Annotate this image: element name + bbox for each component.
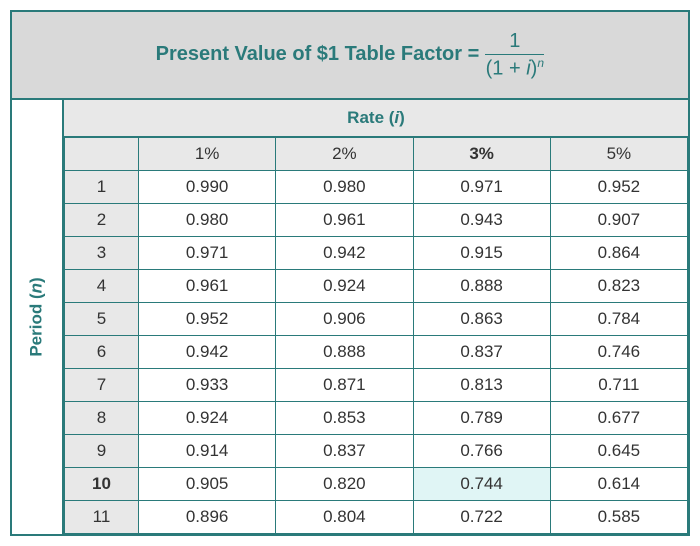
value-cell: 0.837	[413, 335, 550, 368]
period-cell: 1	[65, 170, 139, 203]
table-row: 20.9800.9610.9430.907	[65, 203, 688, 236]
value-cell: 0.961	[276, 203, 413, 236]
value-cell: 0.863	[413, 302, 550, 335]
value-cell: 0.784	[550, 302, 687, 335]
value-cell: 0.896	[139, 500, 276, 533]
period-cell: 5	[65, 302, 139, 335]
period-cell: 9	[65, 434, 139, 467]
value-cell: 0.952	[550, 170, 687, 203]
corner-cell	[65, 137, 139, 170]
value-cell: 0.905	[139, 467, 276, 500]
table-row: 70.9330.8710.8130.711	[65, 368, 688, 401]
formula-numerator: 1	[485, 30, 544, 55]
table-body: 10.9900.9800.9710.95220.9800.9610.9430.9…	[65, 170, 688, 533]
value-cell: 0.722	[413, 500, 550, 533]
value-cell: 0.971	[413, 170, 550, 203]
value-cell: 0.914	[139, 434, 276, 467]
value-cell: 0.942	[276, 236, 413, 269]
table-row: 60.9420.8880.8370.746	[65, 335, 688, 368]
value-cell: 0.980	[139, 203, 276, 236]
value-cell: 0.711	[550, 368, 687, 401]
value-cell: 0.915	[413, 236, 550, 269]
value-cell: 0.804	[276, 500, 413, 533]
value-cell: 0.585	[550, 500, 687, 533]
table-row: 40.9610.9240.8880.823	[65, 269, 688, 302]
value-cell: 0.837	[276, 434, 413, 467]
value-cell: 0.906	[276, 302, 413, 335]
column-header: 3%	[413, 137, 550, 170]
rate-axis-label: Rate (i)	[64, 100, 688, 137]
value-cell: 0.746	[550, 335, 687, 368]
value-cell: 0.907	[550, 203, 687, 236]
value-cell: 0.820	[276, 467, 413, 500]
period-cell: 11	[65, 500, 139, 533]
main-grid: Period (n) Rate (i) 1%2%3%5% 10.9900.980…	[12, 100, 688, 534]
data-area: Rate (i) 1%2%3%5% 10.9900.9800.9710.9522…	[64, 100, 688, 534]
value-cell: 0.871	[276, 368, 413, 401]
value-cell: 0.789	[413, 401, 550, 434]
value-cell: 0.924	[276, 269, 413, 302]
value-cell: 0.888	[413, 269, 550, 302]
value-cell: 0.943	[413, 203, 550, 236]
period-cell: 7	[65, 368, 139, 401]
column-header: 1%	[139, 137, 276, 170]
table-row: 50.9520.9060.8630.784	[65, 302, 688, 335]
table-row: 80.9240.8530.7890.677	[65, 401, 688, 434]
value-cell: 0.645	[550, 434, 687, 467]
value-cell: 0.677	[550, 401, 687, 434]
period-cell: 3	[65, 236, 139, 269]
value-cell: 0.864	[550, 236, 687, 269]
formula-denominator: (1 + i)n	[486, 55, 544, 80]
table-row: 90.9140.8370.7660.645	[65, 434, 688, 467]
value-cell: 0.961	[139, 269, 276, 302]
value-cell: 0.933	[139, 368, 276, 401]
value-cell: 0.980	[276, 170, 413, 203]
table-row: 30.9710.9420.9150.864	[65, 236, 688, 269]
period-axis-label: Period (n)	[12, 100, 64, 534]
period-cell: 10	[65, 467, 139, 500]
value-cell: 0.971	[139, 236, 276, 269]
pv-table-container: Present Value of $1 Table Factor = 1 (1 …	[10, 10, 690, 536]
value-cell: 0.942	[139, 335, 276, 368]
value-cell: 0.766	[413, 434, 550, 467]
title-formula: 1 (1 + i)n	[485, 30, 544, 80]
period-cell: 2	[65, 203, 139, 236]
table-title: Present Value of $1 Table Factor = 1 (1 …	[12, 12, 688, 100]
value-cell: 0.924	[139, 401, 276, 434]
pv-table: 1%2%3%5% 10.9900.9800.9710.95220.9800.96…	[64, 137, 688, 534]
period-cell: 6	[65, 335, 139, 368]
value-cell: 0.813	[413, 368, 550, 401]
column-header-row: 1%2%3%5%	[65, 137, 688, 170]
table-row: 110.8960.8040.7220.585	[65, 500, 688, 533]
title-prefix: Present Value of $1 Table Factor =	[156, 43, 480, 66]
column-header: 5%	[550, 137, 687, 170]
value-cell: 0.823	[550, 269, 687, 302]
value-cell: 0.744	[413, 467, 550, 500]
value-cell: 0.888	[276, 335, 413, 368]
value-cell: 0.853	[276, 401, 413, 434]
period-cell: 8	[65, 401, 139, 434]
table-row: 100.9050.8200.7440.614	[65, 467, 688, 500]
value-cell: 0.952	[139, 302, 276, 335]
period-cell: 4	[65, 269, 139, 302]
value-cell: 0.990	[139, 170, 276, 203]
value-cell: 0.614	[550, 467, 687, 500]
column-header: 2%	[276, 137, 413, 170]
table-row: 10.9900.9800.9710.952	[65, 170, 688, 203]
